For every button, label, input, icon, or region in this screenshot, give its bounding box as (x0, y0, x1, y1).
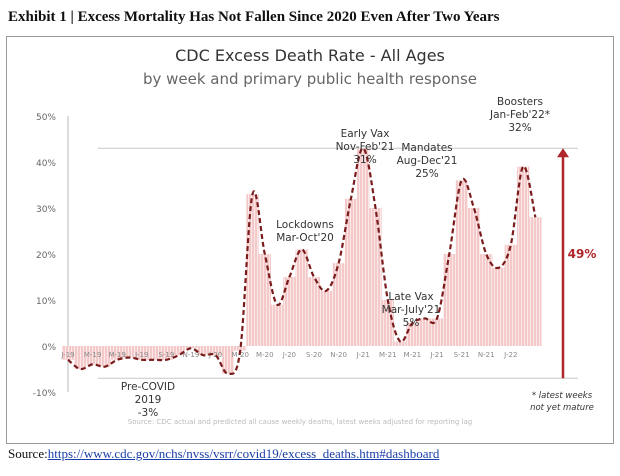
bar (86, 346, 99, 365)
y-tick-label: 30% (36, 205, 56, 215)
bar (307, 277, 321, 346)
bar (160, 346, 173, 360)
bar (418, 318, 431, 346)
bar (529, 217, 542, 346)
bar (320, 290, 333, 346)
annotation-boosters: Boosters Jan-Feb'22* 32% (489, 96, 550, 134)
chart-frame (6, 36, 614, 444)
chart-subtitle: by week and primary public health respon… (142, 70, 478, 88)
annotation-early-vax: Early Vax Nov-Feb'21 31% (336, 128, 395, 166)
x-tick-label: S-21 (454, 351, 470, 359)
footnote: * latest weeks not yet mature (530, 391, 594, 413)
y-tick-label: 40% (36, 159, 56, 169)
bar (332, 263, 345, 346)
bar (172, 346, 185, 356)
bar (270, 304, 284, 346)
x-tick-label: M-19 (108, 351, 125, 359)
bar (246, 194, 259, 346)
x-tick-label: M-20 (231, 351, 248, 359)
annotation-lockdowns: Lockdowns Mar-Oct'20 (276, 219, 334, 244)
bar (516, 166, 530, 346)
bar (123, 346, 136, 358)
bar (369, 208, 382, 346)
bar (344, 198, 358, 346)
bar (147, 346, 161, 360)
bar (283, 277, 296, 346)
bar (295, 249, 308, 346)
source-note: Source: CDC actual and predicted all cau… (128, 418, 472, 426)
bar (98, 346, 112, 367)
y-tick-label: 50% (36, 113, 56, 123)
y-tick-label: 0% (42, 343, 57, 353)
x-tick-label: J-22 (503, 351, 517, 359)
bar (74, 346, 87, 369)
annotation-pre-covid: Pre-COVID 2019 -3% (121, 381, 175, 419)
bar (455, 180, 468, 346)
x-tick-label: J-19 (60, 351, 74, 359)
bar (209, 346, 222, 356)
y-tick-label: -10% (33, 389, 57, 399)
bar (492, 267, 505, 346)
source-link[interactable]: https://www.cdc.gov/nchs/nvss/vsrr/covid… (47, 446, 440, 461)
exhibit-title: Exhibit 1 | Excess Mortality Has Not Fal… (8, 9, 500, 25)
source-label: Source: (8, 446, 48, 461)
span-label: 49% (568, 247, 597, 261)
x-tick-label: J-21 (429, 351, 443, 359)
bar (234, 346, 247, 351)
bar (443, 254, 456, 346)
bar (480, 254, 493, 346)
source-line: Source:https://www.cdc.gov/nchs/nvss/vsr… (8, 446, 439, 462)
arrow-head-icon (557, 148, 569, 158)
bar (221, 346, 235, 374)
bar (430, 318, 444, 346)
bar (197, 346, 210, 356)
x-tick-label: S-19 (158, 351, 174, 359)
x-tick-label: M-21 (404, 351, 421, 359)
y-tick-label: 20% (36, 251, 56, 261)
x-tick-label: M-20 (256, 351, 273, 359)
chart-title: CDC Excess Death Rate - All Ages (175, 46, 445, 65)
x-tick-label: J-20 (208, 351, 222, 359)
x-tick-label: J-21 (356, 351, 370, 359)
x-tick-label: N-20 (330, 351, 347, 359)
x-tick-label: J-19 (134, 351, 148, 359)
bar (393, 341, 407, 346)
x-tick-label: J-20 (282, 351, 296, 359)
bar (111, 346, 124, 360)
bar (357, 148, 370, 346)
bar (184, 346, 198, 349)
bar (467, 208, 481, 346)
annotation-mandates: Mandates Aug-Dec'21 25% (397, 142, 458, 180)
x-tick-label: N-19 (183, 351, 200, 359)
bar (504, 244, 517, 346)
bar (61, 346, 75, 360)
y-tick-label: 10% (36, 297, 56, 307)
x-tick-label: N-21 (478, 351, 495, 359)
bar (135, 346, 148, 360)
x-tick-label: M-21 (379, 351, 396, 359)
annotation-late-vax: Late Vax Mar-July'21 5% (382, 291, 441, 329)
x-tick-label: M-19 (84, 351, 101, 359)
bar (258, 254, 271, 346)
x-tick-label: S-20 (306, 351, 322, 359)
